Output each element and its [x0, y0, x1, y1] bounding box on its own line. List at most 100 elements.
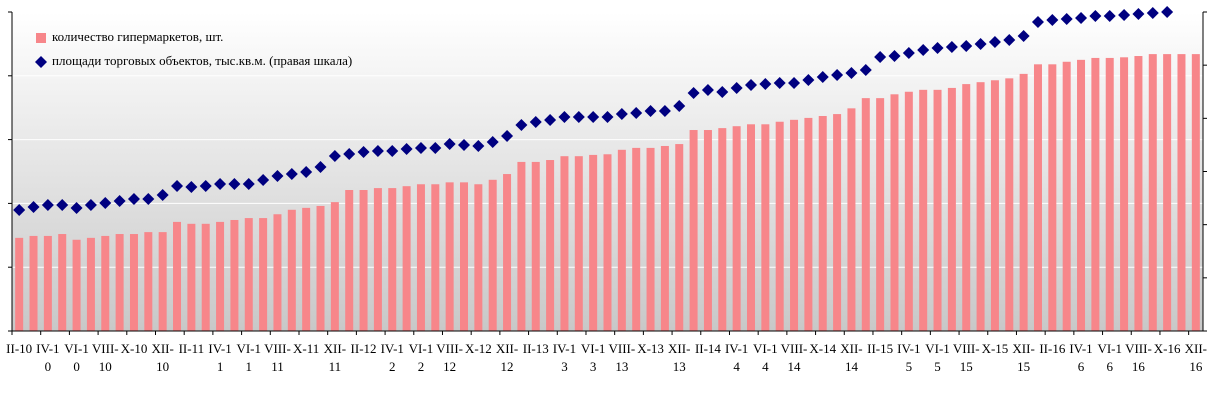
bar	[919, 89, 928, 331]
bar	[632, 147, 641, 331]
bar	[675, 144, 684, 331]
bar	[230, 219, 239, 331]
bar	[890, 94, 899, 331]
x-tick-label: XII-11	[323, 341, 347, 374]
point	[988, 35, 1001, 48]
point	[1046, 13, 1059, 26]
bar	[947, 87, 956, 331]
bar	[158, 232, 167, 331]
x-tick-label: VI-15	[925, 341, 950, 374]
bar	[187, 223, 196, 331]
x-tick-label: II-16	[1039, 341, 1066, 356]
bar	[1077, 59, 1086, 331]
x-tick-label: VI-10	[64, 341, 89, 374]
bar	[330, 202, 339, 331]
bar	[273, 214, 282, 331]
point	[515, 118, 528, 131]
point	[127, 192, 140, 205]
bar	[1177, 54, 1186, 331]
point	[960, 39, 973, 52]
point	[845, 66, 858, 79]
bar	[1019, 73, 1028, 332]
bar	[790, 119, 799, 332]
bar	[388, 188, 397, 331]
point	[974, 38, 987, 51]
x-tick-label: X-16	[1153, 341, 1181, 356]
bar	[517, 161, 526, 331]
point	[1146, 6, 1159, 19]
bar	[976, 82, 985, 332]
bar	[703, 130, 712, 331]
bar	[904, 91, 913, 331]
x-tick-label: VIII-10	[91, 341, 119, 374]
point	[917, 43, 930, 56]
x-tick-label: XII-14	[840, 341, 863, 374]
point	[529, 116, 542, 129]
point	[228, 177, 241, 190]
point	[171, 180, 184, 193]
bar	[732, 126, 741, 332]
point	[214, 177, 227, 190]
bar	[861, 98, 870, 331]
bar	[1005, 78, 1014, 332]
x-tick-label: IV-11	[208, 341, 232, 374]
point	[113, 195, 126, 208]
point	[759, 77, 772, 90]
bar	[359, 190, 368, 331]
point	[458, 138, 471, 151]
point	[472, 139, 485, 152]
point	[931, 41, 944, 54]
x-tick-label: VIII-11	[264, 341, 291, 374]
x-tick-label: IV-16	[1069, 341, 1093, 374]
point	[615, 107, 628, 120]
point	[314, 160, 327, 173]
point	[601, 111, 614, 124]
x-tick-label: XII-10	[151, 341, 174, 374]
x-tick-label: VIII-12	[436, 341, 464, 374]
bar	[86, 237, 95, 331]
point	[1017, 29, 1030, 42]
bar	[431, 184, 440, 331]
bar	[216, 221, 225, 331]
point	[630, 106, 643, 119]
bar	[689, 130, 698, 331]
x-tick-label: II-11	[178, 341, 205, 356]
bar	[603, 154, 612, 331]
bar	[345, 190, 354, 331]
legend-label: количество гипермаркетов, шт.	[52, 29, 223, 44]
bar	[29, 235, 38, 331]
bar	[876, 98, 885, 331]
point	[1161, 6, 1174, 18]
bar	[1105, 57, 1114, 331]
x-tick-label: X-12	[464, 341, 492, 356]
point	[486, 135, 499, 148]
bar	[302, 207, 311, 331]
bar	[746, 124, 755, 332]
bar	[617, 149, 626, 331]
point	[357, 145, 370, 158]
point	[56, 198, 69, 211]
point	[587, 111, 600, 124]
point	[687, 86, 700, 99]
bar	[546, 160, 555, 331]
bar	[574, 156, 583, 331]
point	[859, 64, 872, 77]
bar	[1120, 57, 1129, 331]
x-tick-label: II-14	[694, 341, 721, 356]
bar	[201, 223, 210, 331]
point	[1003, 33, 1016, 46]
point	[343, 148, 356, 161]
x-tick-label: VIII-15	[952, 341, 980, 374]
x-tick-label: VIII-16	[1125, 341, 1152, 374]
point	[888, 49, 901, 62]
bar	[373, 188, 382, 331]
point	[99, 196, 112, 209]
legend-marker	[36, 33, 46, 43]
point	[156, 188, 169, 201]
bar	[646, 147, 655, 331]
x-tick-label: II-13	[522, 341, 549, 356]
x-tick-label: IV-13	[552, 341, 577, 374]
x-tick-label: VIII-14	[780, 341, 808, 374]
